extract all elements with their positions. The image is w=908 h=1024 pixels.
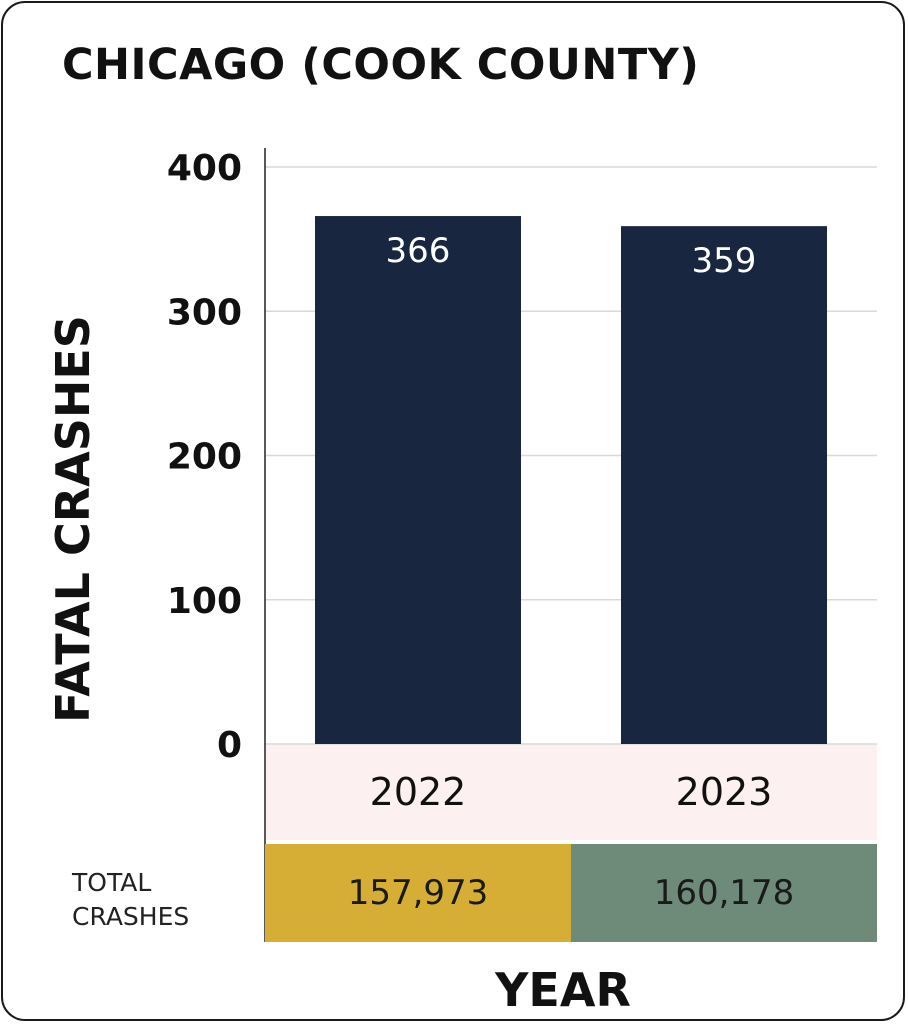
bar-value-label-2022: 366: [386, 231, 451, 271]
chart-title: CHICAGO (COOK COUNTY): [62, 40, 700, 90]
total-crashes-label-line1: TOTAL: [72, 868, 152, 897]
x-tick-label-2023: 2023: [676, 770, 773, 814]
category-band: [265, 744, 877, 840]
x-axis-label: YEAR: [495, 963, 631, 1017]
y-tick-label-200: 200: [167, 437, 242, 478]
bar-value-label-2023: 359: [692, 241, 757, 281]
x-tick-label-2022: 2022: [370, 770, 467, 814]
total-crashes-label: TOTAL CRASHES: [72, 866, 189, 934]
y-tick-label-100: 100: [167, 581, 242, 622]
bar-2023: [621, 226, 827, 744]
y-tick-label-400: 400: [167, 148, 242, 189]
total-crashes-value-2022: 157,973: [265, 844, 571, 942]
y-tick-label-0: 0: [217, 725, 242, 766]
y-tick-label-300: 300: [167, 292, 242, 333]
total-crashes-label-line2: CRASHES: [72, 902, 190, 931]
total-crashes-value-2023: 160,178: [571, 844, 877, 942]
bar-2022: [315, 216, 521, 745]
